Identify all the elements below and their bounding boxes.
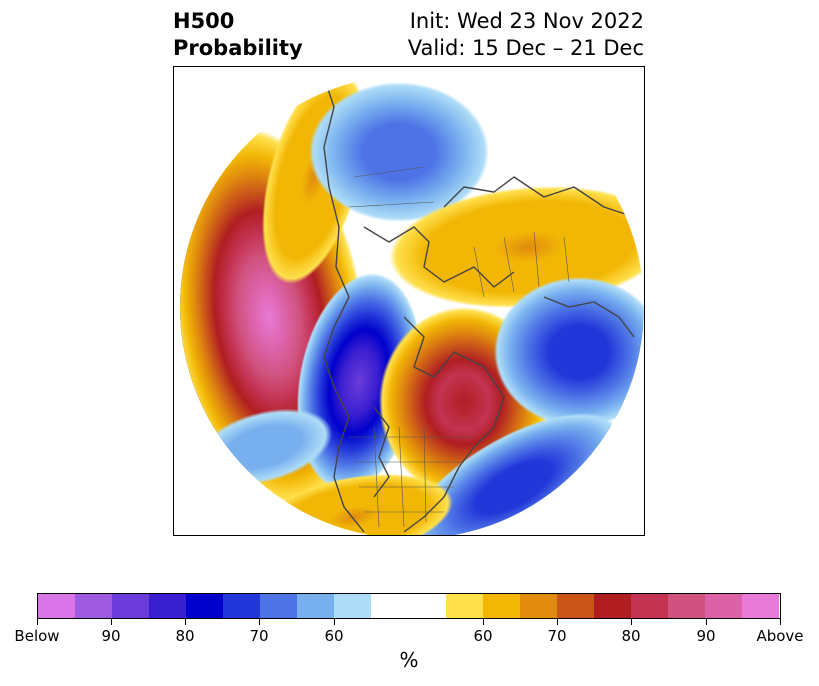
atlantic-negative-anomaly: [407, 413, 621, 535]
colorbar-segment: [223, 594, 260, 618]
colorbar-segment: [186, 594, 223, 618]
colorbar-tick-label: 70: [547, 627, 567, 645]
colorbar-segment: [483, 594, 520, 618]
colorbar-tick: [185, 619, 186, 625]
colorbar-tick-label: 60: [473, 627, 493, 645]
colorbar-tick: [483, 619, 484, 625]
colorbar-tick-label: 80: [175, 627, 195, 645]
colorbar-segment: [594, 594, 631, 618]
colorbar-segment: [112, 594, 149, 618]
colorbar-tick: [557, 619, 558, 625]
borders: [348, 166, 570, 528]
colorbar-tick: [631, 619, 632, 625]
probability-map: [173, 66, 645, 536]
colorbar-tick: [334, 619, 335, 625]
colorbar-tick: [111, 619, 112, 625]
colorbar-tick-label: 70: [249, 627, 269, 645]
valid-range: Valid: 15 Dec – 21 Dec: [407, 36, 644, 60]
colorbar-segment: [297, 594, 334, 618]
init-date: Init: Wed 23 Nov 2022: [409, 9, 644, 33]
colorbar-unit-label: %: [399, 648, 419, 672]
map-dates: Init: Wed 23 Nov 2022 Valid: 15 Dec – 21…: [408, 8, 644, 62]
colorbar-segment: [371, 594, 446, 618]
colorbar-segment: [705, 594, 742, 618]
eurasia-positive-anomaly: [389, 185, 644, 309]
title-variable: H500: [173, 9, 235, 33]
colorbar-tick: [37, 619, 38, 625]
south-us-positive-anomaly: [255, 473, 453, 535]
colorbar-segment: [668, 594, 705, 618]
arctic-negative-anomaly: [309, 82, 489, 222]
colorbar-segment: [631, 594, 668, 618]
colorbar-segment: [75, 594, 112, 618]
colorbar-segment: [557, 594, 594, 618]
colorbar-segment: [446, 594, 483, 618]
title-field: Probability: [173, 36, 303, 60]
probability-field: [180, 75, 644, 535]
colorbar-tick-label: Below: [14, 627, 60, 645]
colorbar-tick: [259, 619, 260, 625]
colorbar-tick: [706, 619, 707, 625]
colorbar: [37, 593, 781, 619]
colorbar-tick: [780, 619, 781, 625]
colorbar-segment: [742, 594, 779, 618]
colorbar-tick-label: 90: [101, 627, 121, 645]
colorbar-segment: [38, 594, 75, 618]
europe-negative-anomaly: [494, 277, 644, 427]
colorbar-segment: [334, 594, 371, 618]
colorbar-segment: [149, 594, 186, 618]
colorbar-tick-label: 90: [696, 627, 716, 645]
colorbar-segment: [260, 594, 297, 618]
colorbar-tick-label: Above: [756, 627, 804, 645]
colorbar-segment: [520, 594, 557, 618]
map-graphic: [180, 75, 644, 535]
colorbar-tick-label: 80: [621, 627, 641, 645]
map-title: H500 Probability: [173, 8, 303, 62]
colorbar-tick-label: 60: [324, 627, 344, 645]
